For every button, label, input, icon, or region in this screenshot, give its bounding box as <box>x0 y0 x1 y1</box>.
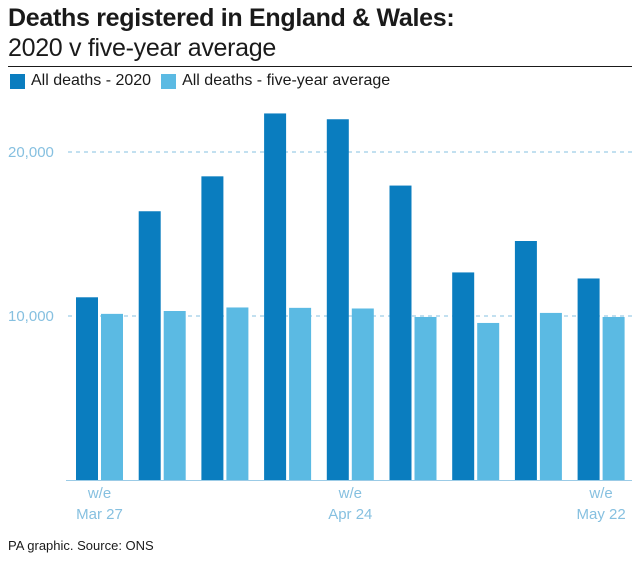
chart-title: Deaths registered in England & Wales: <box>8 4 455 32</box>
bar-2020-2 <box>201 176 224 481</box>
bar-average-3 <box>289 307 312 480</box>
bar-2020-8 <box>577 278 600 480</box>
bar-average-7 <box>539 312 562 480</box>
bar-average-5 <box>414 316 437 480</box>
bar-average-0 <box>101 313 123 480</box>
bar-2020-7 <box>514 241 537 480</box>
gridlines <box>68 151 632 317</box>
y-tick-label: 10,000 <box>8 308 54 325</box>
legend-label-average: All deaths - five-year average <box>182 72 391 89</box>
bar-2020-0 <box>76 297 98 480</box>
bar-average-1 <box>163 310 186 480</box>
title-divider <box>8 66 632 67</box>
legend-item-2020: All deaths - 2020 <box>10 72 151 90</box>
legend: All deaths - 2020 All deaths - five-year… <box>10 72 400 90</box>
x-tick-label-line1: w/e <box>588 485 612 502</box>
chart-subtitle: 2020 v five-year average <box>8 34 276 62</box>
bar-average-2 <box>226 307 249 480</box>
bar-average-6 <box>477 322 500 480</box>
legend-item-average: All deaths - five-year average <box>161 72 390 90</box>
legend-swatch-2020 <box>10 73 25 89</box>
legend-label-2020: All deaths - 2020 <box>31 72 152 89</box>
bar-average-4 <box>351 308 374 480</box>
legend-swatch-average <box>161 73 177 89</box>
bar-2020-1 <box>138 211 161 480</box>
x-tick-label-line2: Mar 27 <box>76 506 123 523</box>
x-tick-label-line1: w/e <box>338 485 362 502</box>
x-tick-label-line2: Apr 24 <box>328 506 372 523</box>
bar-2020-6 <box>452 272 475 480</box>
x-tick-label-line1: w/e <box>87 485 111 502</box>
source-note: PA graphic. Source: ONS <box>8 538 154 553</box>
bar-2020-3 <box>264 113 287 480</box>
bar-2020-5 <box>389 185 412 480</box>
tick-labels: 10,000 20,000 w/e Mar 27 w/e Apr 24 w/e May 22 <box>8 144 626 523</box>
bars <box>76 113 625 481</box>
bar-2020-4 <box>326 119 349 480</box>
y-tick-label: 20,000 <box>8 144 54 161</box>
x-tick-label-line2: May 22 <box>576 506 625 523</box>
bar-average-8 <box>602 316 625 480</box>
